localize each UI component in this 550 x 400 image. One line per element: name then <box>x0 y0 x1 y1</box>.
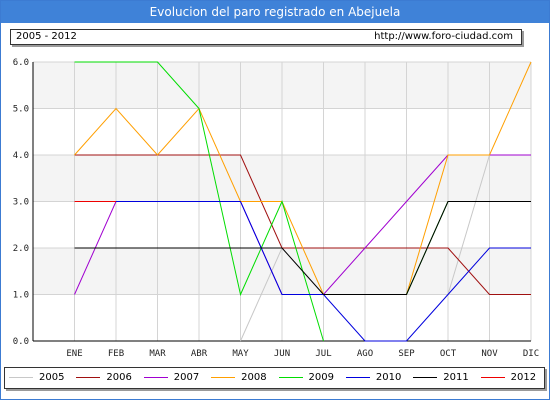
y-tick-label: 3.0 <box>13 198 29 208</box>
legend-item-2006: 2006 <box>76 368 132 388</box>
legend-swatch <box>278 376 303 378</box>
legend-label: 2009 <box>308 372 334 383</box>
x-tick-label: MAR <box>149 349 166 359</box>
chart-legend: 2005 2006 2007 2008 2009 2010 2011 2012 <box>4 367 545 389</box>
legend-item-2012: 2012 <box>480 368 537 388</box>
legend-label: 2006 <box>106 372 132 383</box>
x-tick-label: FEB <box>108 349 124 359</box>
source-url[interactable]: http://www.foro-ciudad.com <box>374 31 513 42</box>
x-tick-label: SEP <box>398 349 415 359</box>
x-tick-label: ABR <box>191 349 208 359</box>
legend-label: 2012 <box>510 372 537 383</box>
x-tick-label: ENE <box>66 349 82 359</box>
legend-label: 2007 <box>173 372 200 383</box>
x-tick-label: OCT <box>440 349 457 359</box>
legend-label: 2010 <box>375 372 402 383</box>
x-tick-label: AGO <box>357 349 373 359</box>
series-line-2011 <box>74 201 531 295</box>
legend-swatch <box>9 376 33 378</box>
legend-item-2011: 2011 <box>413 368 469 388</box>
y-tick-label: 0.0 <box>13 337 29 347</box>
y-tick-label: 6.0 <box>13 58 29 68</box>
legend-swatch <box>76 376 101 378</box>
legend-swatch <box>211 376 236 378</box>
y-tick-label: 2.0 <box>13 244 29 254</box>
y-tick-label: 1.0 <box>13 291 29 301</box>
legend-item-2007: 2007 <box>143 368 200 388</box>
legend-item-2009: 2009 <box>278 368 334 388</box>
line-chart: 0.0 1.0 2.0 3.0 4.0 5.0 6.0 ENE FEB MAR ABR MAY JUN J… <box>13 58 539 359</box>
legend-swatch <box>345 376 370 378</box>
series-line-2008 <box>74 61 532 295</box>
period-label: 2005 - 2012 <box>16 31 77 42</box>
info-box: 2005 - 2012 http://www.foro-ciudad.com <box>10 29 522 45</box>
x-tick-label: JUL <box>315 349 331 359</box>
legend-label: 2005 <box>39 372 65 383</box>
legend-item-2008: 2008 <box>211 368 267 388</box>
legend-label: 2011 <box>443 372 469 383</box>
legend-item-2010: 2010 <box>345 368 402 388</box>
legend-swatch <box>143 376 168 378</box>
legend-item-2005: 2005 <box>9 368 64 388</box>
chart-title: Evolucion del paro registrado en Abejuel… <box>1 1 549 23</box>
x-tick-label: MAY <box>232 349 249 359</box>
legend-swatch <box>413 376 438 378</box>
y-tick-label: 5.0 <box>13 105 29 115</box>
legend-swatch <box>480 376 505 378</box>
x-tick-label: NOV <box>481 349 498 359</box>
y-tick-label: 4.0 <box>13 151 29 161</box>
x-tick-label: JUN <box>274 349 290 359</box>
x-tick-label: DIC <box>523 349 539 359</box>
legend-label: 2008 <box>241 372 267 383</box>
